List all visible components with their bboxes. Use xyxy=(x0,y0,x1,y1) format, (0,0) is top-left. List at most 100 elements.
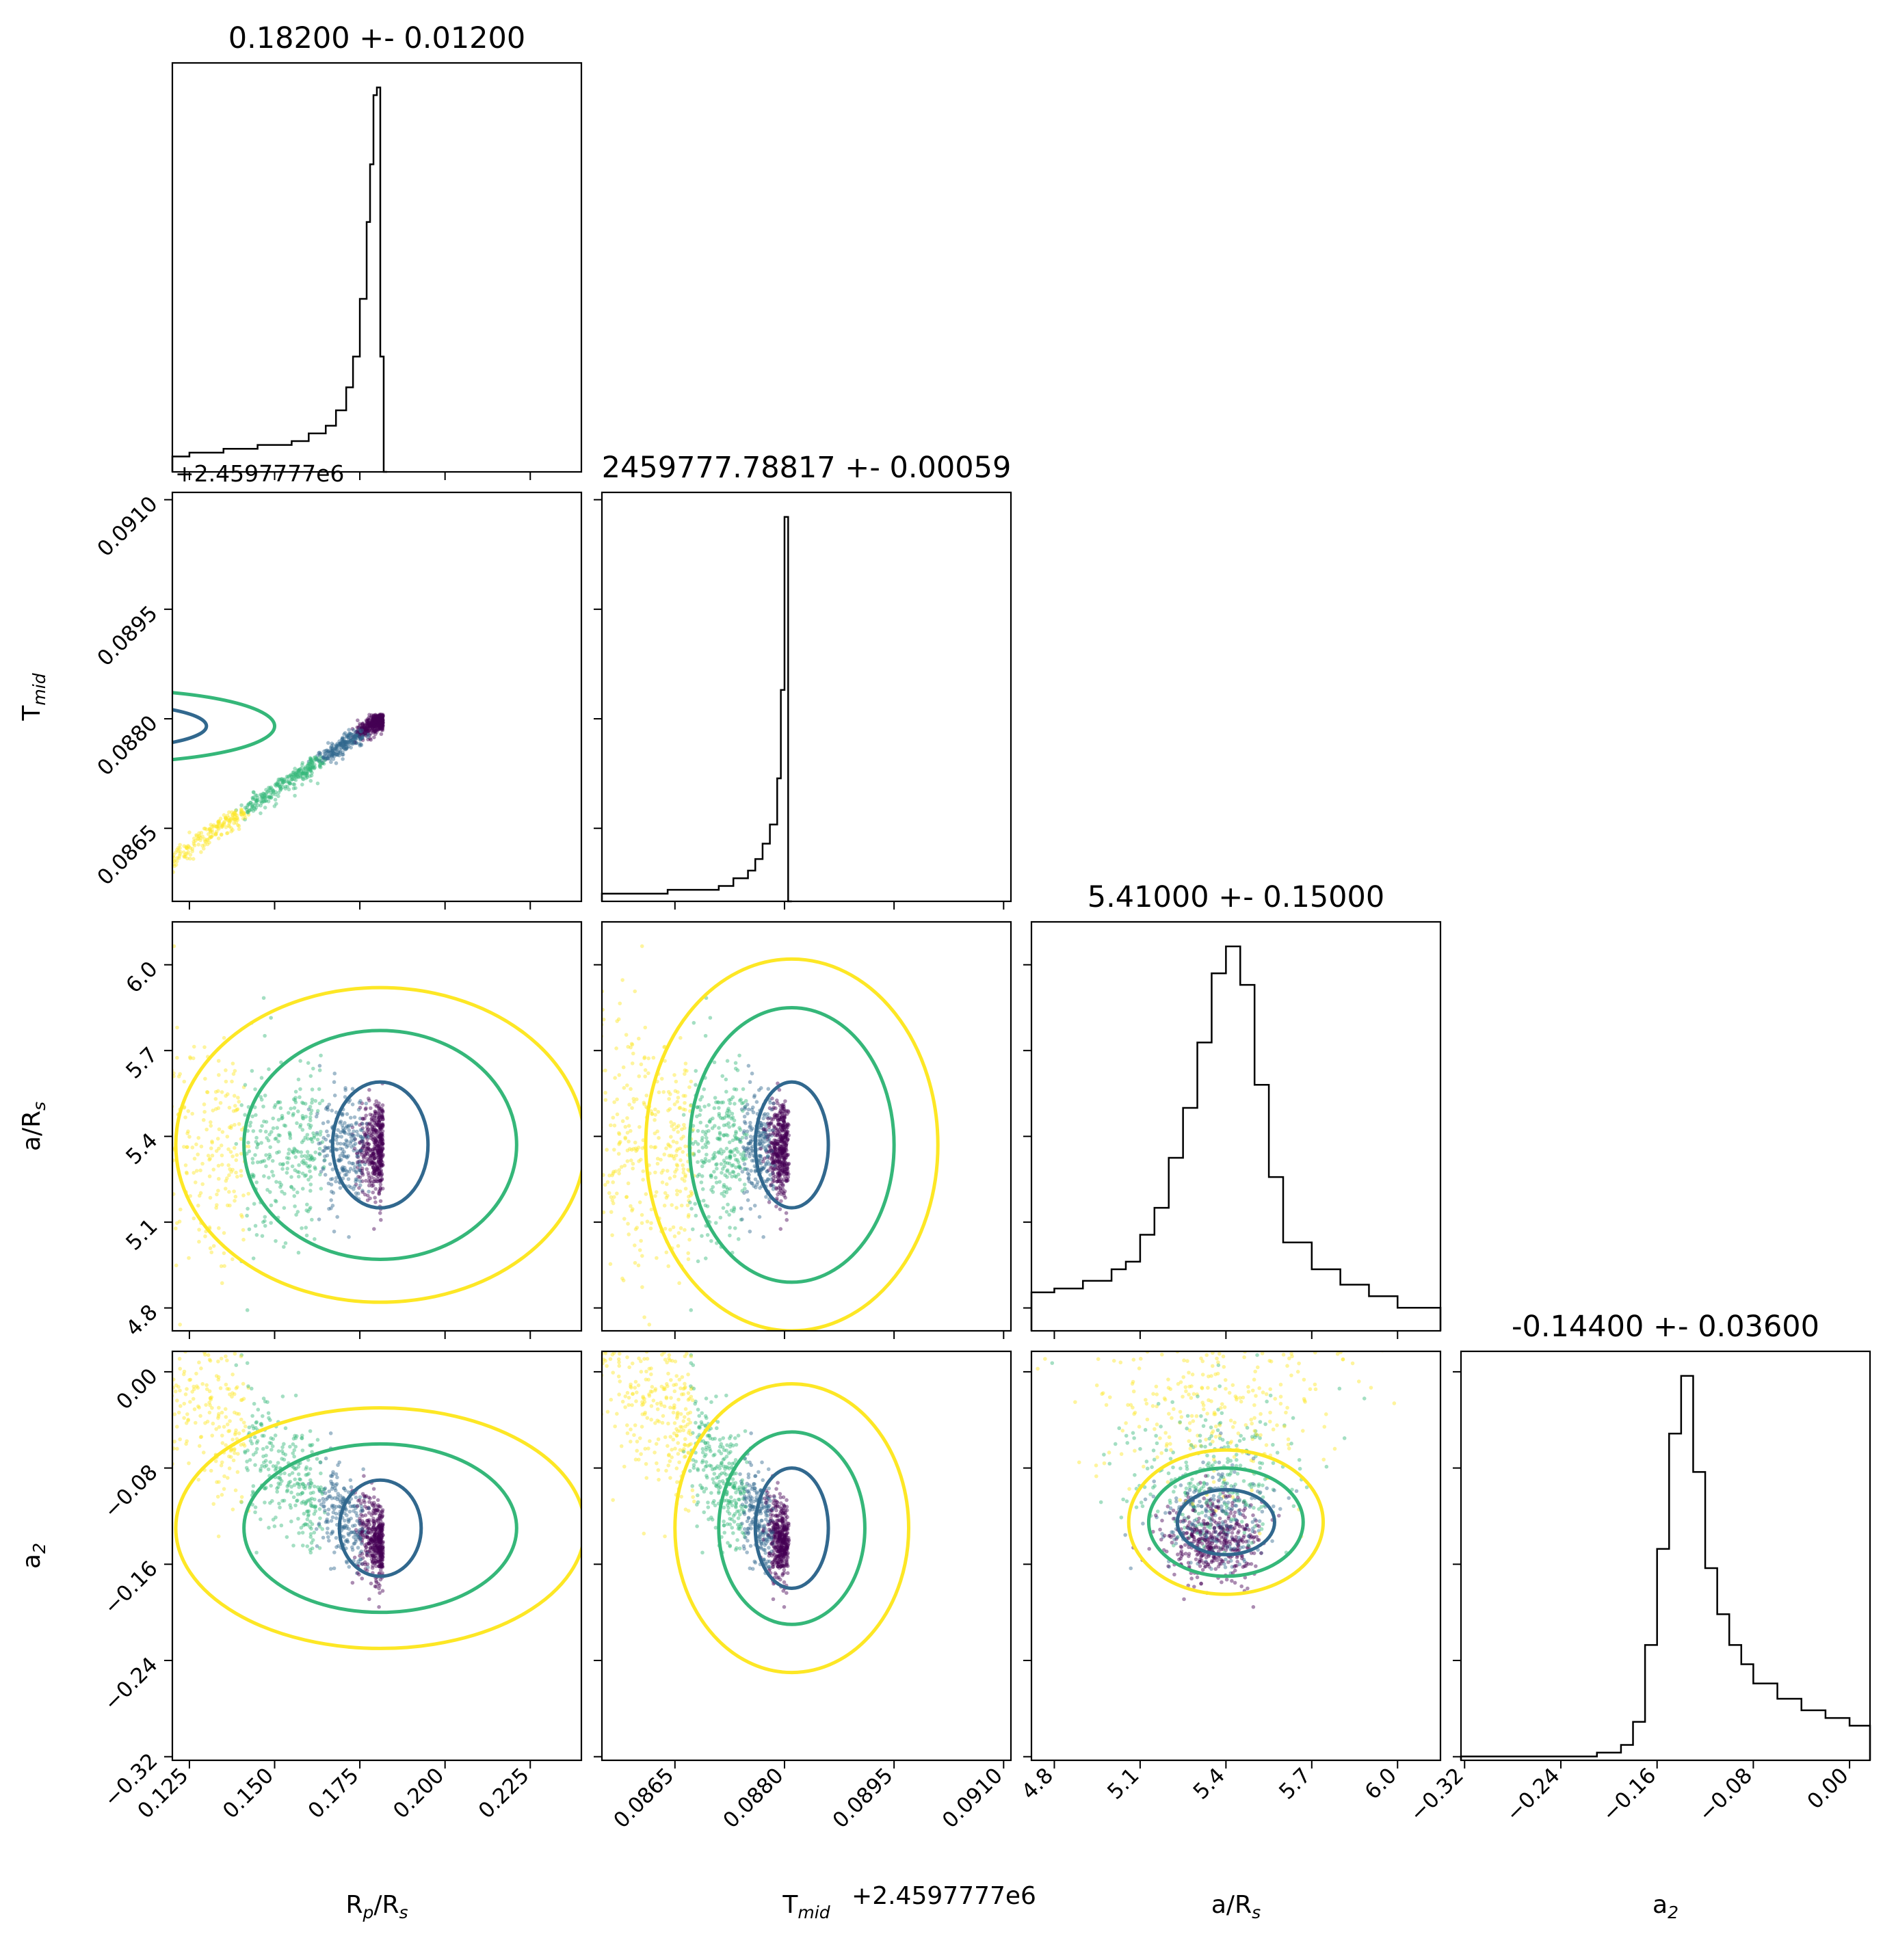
scatter-point xyxy=(155,869,159,873)
scatter-point xyxy=(346,1124,351,1129)
scatter-point xyxy=(185,846,189,851)
scatter-point xyxy=(735,1068,740,1072)
scatter-point xyxy=(371,1138,376,1142)
scatter-point xyxy=(274,1239,278,1243)
scatter-point xyxy=(379,1548,384,1553)
scatter-point xyxy=(176,856,181,860)
scatter-point xyxy=(345,1143,350,1148)
scatter-point xyxy=(340,1151,345,1156)
scatter-point xyxy=(235,1153,239,1157)
scatter-point xyxy=(715,1162,719,1166)
scatter-point xyxy=(306,761,311,766)
scatter-point xyxy=(767,1139,771,1143)
scatter-point xyxy=(343,731,347,735)
scatter-point xyxy=(367,1133,372,1137)
scatter-point xyxy=(696,1142,700,1146)
scatter-point xyxy=(725,1175,729,1179)
scatter-point xyxy=(241,1193,246,1197)
scatter-point xyxy=(377,1151,381,1155)
scatter-point xyxy=(785,1171,789,1176)
scatter-point xyxy=(77,917,81,921)
scatter-point xyxy=(75,1081,79,1085)
scatter-point xyxy=(773,1145,778,1150)
scatter-point xyxy=(653,1145,658,1150)
scatter-point xyxy=(380,1113,384,1117)
scatter-point xyxy=(288,1133,292,1138)
scatter-point xyxy=(282,1206,287,1210)
scatter-point xyxy=(767,1200,772,1204)
scatter-point xyxy=(692,1153,696,1157)
scatter-point xyxy=(73,1280,77,1284)
scatter-point xyxy=(328,1494,332,1498)
scatter-point xyxy=(343,1173,347,1177)
scatter-point xyxy=(196,843,201,847)
scatter-point xyxy=(127,1293,131,1297)
scatter-point xyxy=(250,1442,254,1446)
scatter-point xyxy=(740,1169,745,1174)
scatter-point xyxy=(292,1106,297,1110)
scatter-point xyxy=(374,1104,379,1109)
scatter-point xyxy=(784,1211,789,1215)
scatter-point xyxy=(783,1125,787,1130)
scatter-point xyxy=(334,1138,339,1142)
scatter-point xyxy=(358,732,363,737)
scatter-point xyxy=(381,714,385,718)
scatter-point xyxy=(231,1458,236,1463)
scatter-point xyxy=(777,1087,782,1092)
scatter-point xyxy=(785,1171,789,1176)
scatter-point xyxy=(364,1113,368,1117)
scatter-point xyxy=(268,1154,272,1159)
scatter-point xyxy=(262,1433,266,1438)
scatter-point xyxy=(369,724,373,728)
scatter-point xyxy=(625,1159,630,1163)
scatter-point xyxy=(109,1126,114,1130)
scatter-point xyxy=(780,1135,785,1139)
scatter-point xyxy=(377,721,382,726)
scatter-point xyxy=(326,1526,330,1531)
scatter-point xyxy=(194,1169,199,1173)
scatter-point xyxy=(373,1559,378,1563)
scatter-point xyxy=(377,1134,382,1139)
scatter-point xyxy=(379,1112,384,1116)
scatter-point xyxy=(785,1130,790,1134)
scatter-point xyxy=(369,723,373,728)
scatter-point xyxy=(761,1137,765,1141)
scatter-point xyxy=(380,723,384,728)
scatter-point xyxy=(372,1554,377,1559)
scatter-point xyxy=(278,1100,282,1104)
scatter-point xyxy=(332,1094,337,1098)
scatter-point xyxy=(109,890,114,895)
scatter-point xyxy=(769,1148,774,1152)
scatter-point xyxy=(332,1566,337,1571)
scatter-point xyxy=(380,716,384,720)
scatter-point xyxy=(293,778,298,782)
scatter-point xyxy=(774,1152,778,1156)
scatter-point xyxy=(140,1346,144,1350)
scatter-point xyxy=(341,1496,345,1500)
scatter-point xyxy=(732,1122,736,1127)
scatter-point xyxy=(135,889,140,893)
scatter-point xyxy=(774,1098,779,1102)
scatter-point xyxy=(774,1139,778,1143)
scatter-point xyxy=(782,1157,787,1162)
scatter-point xyxy=(769,1151,774,1156)
scatter-point xyxy=(669,1135,673,1139)
scatter-point xyxy=(738,1166,743,1170)
scatter-point xyxy=(778,1147,782,1152)
scatter-point xyxy=(83,1303,88,1307)
scatter-point xyxy=(83,921,88,925)
scatter-point xyxy=(372,1128,376,1133)
scatter-point xyxy=(367,724,371,728)
scatter-point xyxy=(584,1236,588,1240)
scatter-point xyxy=(743,1104,748,1109)
scatter-point xyxy=(352,740,357,745)
scatter-point xyxy=(182,853,186,858)
scatter-point xyxy=(241,1429,246,1433)
scatter-point xyxy=(358,728,363,732)
scatter-point xyxy=(59,1341,63,1345)
scatter-point xyxy=(97,1412,101,1416)
scatter-point xyxy=(181,1145,186,1149)
scatter-point xyxy=(302,1138,306,1143)
scatter-point xyxy=(717,1180,722,1184)
scatter-point xyxy=(274,1515,278,1520)
